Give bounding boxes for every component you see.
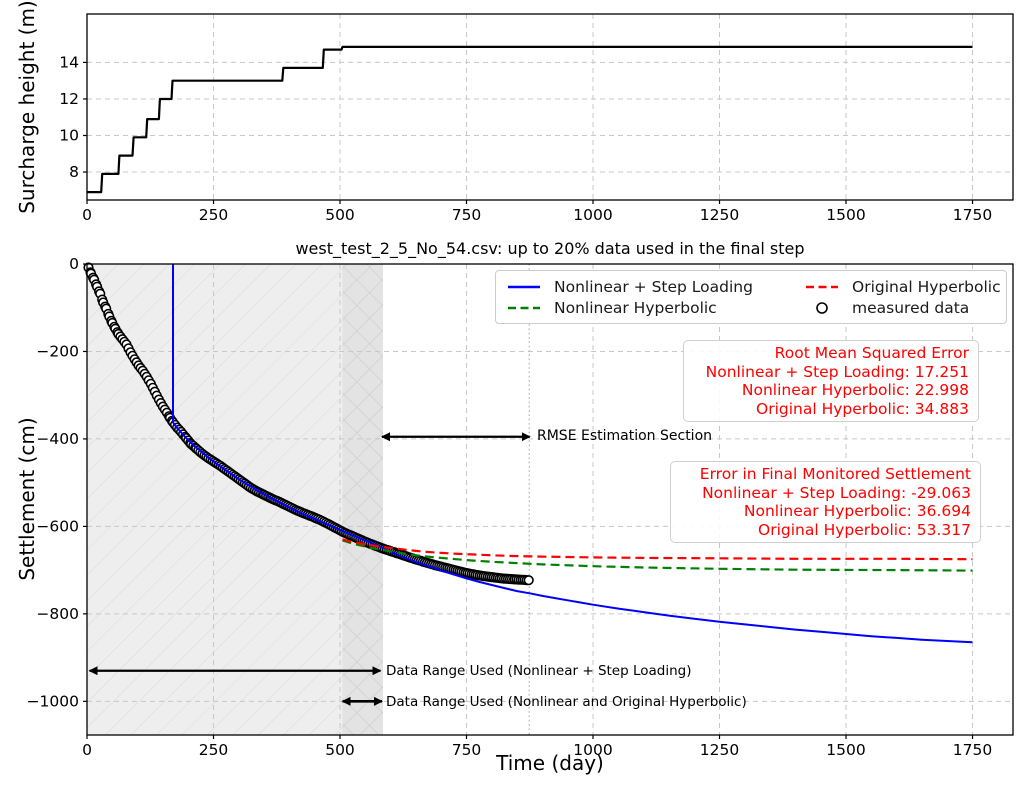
rmse-step-loading-value: Nonlinear + Step Loading: 17.251 <box>705 362 969 381</box>
final-error-nonlinear-hyperbolic-value: Nonlinear Hyperbolic: 36.694 <box>743 502 971 520</box>
y-tick-label: −800 <box>36 605 79 623</box>
y-tick-label: −400 <box>36 430 79 448</box>
x-tick-label: 0 <box>82 741 92 759</box>
final-error-step-loading-value: Nonlinear + Step Loading: -29.063 <box>702 483 971 502</box>
x-axis-label-time: Time (day) <box>496 751 604 775</box>
y-tick-label: 10 <box>59 127 79 145</box>
rmse-title: Root Mean Squared Error <box>774 344 969 362</box>
final-error-original-hyperbolic-value: Original Hyperbolic: 53.317 <box>758 520 971 539</box>
blue-solid-line-icon <box>506 279 542 295</box>
y-tick-label: 8 <box>69 163 79 181</box>
chart-title: west_test_2_5_No_54.csv: up to 20% data … <box>295 239 805 258</box>
x-tick-label: 250 <box>199 206 229 224</box>
data-range-hyperbolic-label: Data Range Used (Nonlinear and Original … <box>386 694 747 710</box>
legend-item-measured-data: measured data <box>794 299 1006 317</box>
x-tick-label: 250 <box>199 741 229 759</box>
y-axis-label-surcharge: Surcharge height (m) <box>15 0 39 214</box>
x-tick-label: 1750 <box>953 206 992 224</box>
data-range-step-loading-label: Data Range Used (Nonlinear + Step Loadin… <box>386 663 692 679</box>
x-tick-label: 1000 <box>573 741 612 759</box>
x-tick-label: 1000 <box>573 206 612 224</box>
rmse-annotation-box: Root Mean Squared Error Nonlinear + Step… <box>683 340 979 422</box>
legend-label: Nonlinear Hyperbolic <box>554 298 717 317</box>
y-tick-label: −1000 <box>27 692 79 710</box>
y-axis-label-settlement: Settlement (cm) <box>15 417 39 581</box>
legend: Nonlinear + Step Loading Original Hyperb… <box>495 270 1007 324</box>
legend-item-nonlinear-hyperbolic: Nonlinear Hyperbolic <box>496 299 794 317</box>
settlement-plot: 0 250 500 750 1000 1250 1500 1750 0 −200 −400 −600 −… <box>27 255 1014 759</box>
x-tick-label: 0 <box>82 206 92 224</box>
x-tick-label: 750 <box>452 741 482 759</box>
legend-item-nonlinear-step-loading: Nonlinear + Step Loading <box>496 278 794 296</box>
x-tick-label: 500 <box>325 741 355 759</box>
legend-label: measured data <box>852 298 970 317</box>
rmse-original-hyperbolic-value: Original Hyperbolic: 34.883 <box>756 399 969 418</box>
y-tick-label: 14 <box>59 53 79 71</box>
x-tick-label: 1750 <box>953 741 992 759</box>
y-tick-label: 12 <box>59 90 79 108</box>
rmse-nonlinear-hyperbolic-value: Nonlinear Hyperbolic: 22.998 <box>741 381 969 399</box>
x-tick-label: 500 <box>325 206 355 224</box>
x-tick-label: 1250 <box>700 741 739 759</box>
red-dashed-line-icon <box>804 279 840 295</box>
final-error-annotation-box: Error in Final Monitored Settlement Nonl… <box>670 461 981 543</box>
x-tick-label: 1500 <box>826 206 865 224</box>
x-tick-label: 1250 <box>700 206 739 224</box>
y-tick-label: −600 <box>36 517 79 535</box>
x-tick-label: 1500 <box>826 741 865 759</box>
rmse-estimation-section-label: RMSE Estimation Section <box>537 428 713 444</box>
legend-label: Original Hyperbolic <box>852 277 1001 296</box>
x-tick-label: 750 <box>452 206 482 224</box>
surcharge-plot: 0 250 500 750 1000 1250 1500 1750 8 10 12 14 <box>59 13 1014 224</box>
final-error-title: Error in Final Monitored Settlement <box>699 465 971 483</box>
green-dashed-line-icon <box>506 300 542 316</box>
y-tick-label: −200 <box>36 342 79 360</box>
circle-marker-icon <box>804 300 840 316</box>
legend-label: Nonlinear + Step Loading <box>554 277 753 296</box>
legend-item-original-hyperbolic: Original Hyperbolic <box>794 278 1006 296</box>
y-tick-label: 0 <box>69 255 79 273</box>
